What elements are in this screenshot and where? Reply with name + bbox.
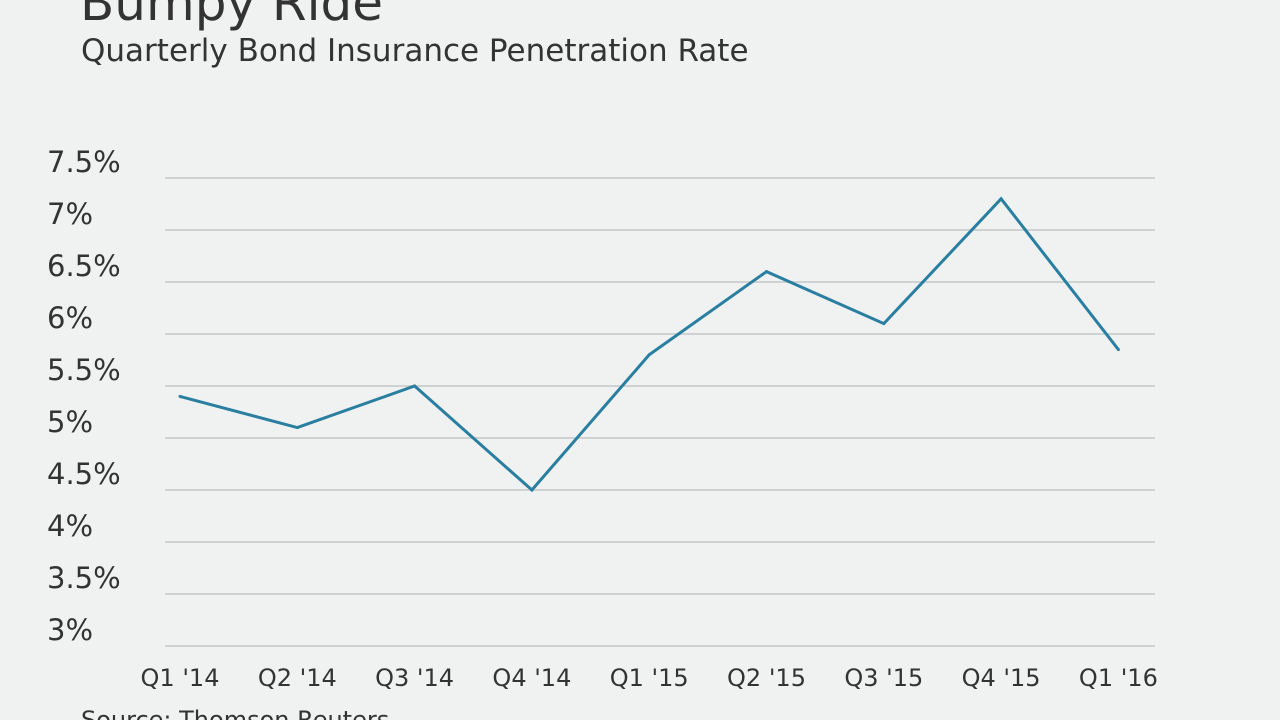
x-tick-label: Q1 '15 — [610, 664, 689, 692]
data-point — [530, 488, 534, 492]
x-tick-label: Q1 '14 — [141, 664, 220, 692]
data-point — [999, 197, 1003, 201]
y-tick-label: 3% — [47, 613, 93, 647]
x-tick-label: Q3 '15 — [844, 664, 923, 692]
x-tick-label: Q4 '15 — [962, 664, 1041, 692]
y-tick-label: 6.5% — [47, 249, 121, 283]
y-tick-label: 4% — [47, 509, 93, 543]
y-tick-label: 6% — [47, 301, 93, 335]
data-point — [647, 353, 651, 357]
data-point — [1116, 348, 1120, 352]
chart-source: Source: Thomson Reuters — [81, 706, 390, 720]
y-tick-label: 7.5% — [47, 145, 121, 179]
y-tick-label: 3.5% — [47, 561, 121, 595]
y-axis-tick-labels: 3% 3.5% 4% 4.5% 5% 5.5% 6% 6.5% 7% 7.5% — [47, 145, 121, 647]
data-point — [295, 426, 299, 430]
data-point — [178, 394, 182, 398]
data-point — [413, 384, 417, 388]
gridlines — [165, 177, 1155, 647]
series-line — [179, 196, 1120, 493]
y-tick-label: 7% — [47, 197, 93, 231]
x-tick-label: Q2 '15 — [727, 664, 806, 692]
chart-title: Bumpy Ride — [80, 0, 384, 32]
x-tick-label: Q1 '16 — [1079, 664, 1158, 692]
x-tick-label: Q4 '14 — [492, 664, 571, 692]
series-layer — [178, 196, 1120, 493]
y-tick-label: 5.5% — [47, 353, 121, 387]
x-axis-tick-labels: Q1 '14 Q2 '14 Q3 '14 Q4 '14 Q1 '15 Q2 '15 Q3 '… — [141, 664, 1158, 692]
y-tick-label: 4.5% — [47, 457, 121, 491]
x-tick-label: Q3 '14 — [375, 664, 454, 692]
y-tick-label: 5% — [47, 405, 93, 439]
chart-subtitle: Quarterly Bond Insurance Penetration Rat… — [81, 33, 749, 69]
data-point — [765, 270, 768, 274]
x-tick-label: Q2 '14 — [258, 664, 337, 692]
data-point — [882, 322, 886, 326]
